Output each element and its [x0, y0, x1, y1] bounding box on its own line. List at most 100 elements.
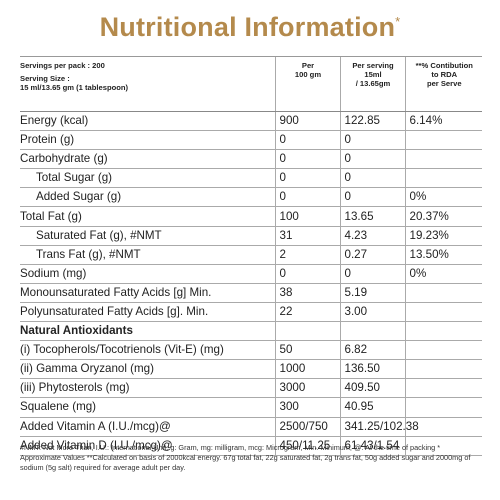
- cell: 0: [274, 168, 340, 189]
- header-line: Serving Size :: [20, 74, 70, 83]
- cell: [404, 359, 482, 380]
- cell: [404, 397, 482, 418]
- cell: 1000: [274, 359, 340, 380]
- header-line: 15ml: [364, 70, 382, 79]
- cell: [404, 168, 482, 189]
- cell: 20.37%: [404, 206, 482, 227]
- cell: 2500/750: [274, 417, 340, 437]
- cell: 38: [274, 283, 340, 303]
- cell: 0: [339, 264, 405, 284]
- cell: 40.95: [339, 397, 405, 418]
- cell: Added Vitamin A (I.U./mcg)@: [20, 417, 275, 437]
- cell: 5.19: [339, 283, 405, 303]
- cell: 100: [274, 206, 340, 227]
- header-line: Per: [301, 61, 315, 70]
- cell: 409.50: [339, 378, 405, 399]
- cell: 0: [274, 130, 340, 151]
- header-cell: Servings per pack : 200 Serving Size :15 …: [20, 56, 275, 112]
- row: Protein (g) 0 0: [20, 130, 482, 151]
- header-line: per Serve: [426, 79, 462, 88]
- cell: Natural Antioxidants: [20, 321, 275, 342]
- cell: 0: [274, 264, 340, 284]
- row: (iii) Phytosterols (mg) 3000 409.50: [20, 378, 482, 399]
- cell: 0: [339, 168, 405, 189]
- row: Trans Fat (g), #NMT 2 0.27 13.50%: [20, 245, 482, 265]
- row: Sodium (mg) 0 0 0%: [20, 264, 482, 284]
- cell: 0: [339, 130, 405, 151]
- header-cell: Per serving 15ml/ 13.65gm: [339, 56, 405, 112]
- cell: 0%: [404, 264, 482, 284]
- title: Nutritional Information*: [0, 12, 500, 43]
- cell: 900: [274, 111, 340, 132]
- header-cell: Per 100 gm: [274, 56, 340, 112]
- cell: Polyunsaturated Fatty Acids [g]. Min.: [20, 302, 275, 323]
- cell: Added Vitamin D (I.U./mcg)@: [20, 436, 275, 456]
- header-line: / 13.65gm: [355, 79, 391, 88]
- row: Monounsaturated Fatty Acids [g] Min. 38 5.…: [20, 283, 482, 303]
- cell: 0: [339, 187, 405, 208]
- header-line: Per serving: [352, 61, 394, 70]
- cell: Sodium (mg): [20, 264, 275, 284]
- cell: 0: [274, 149, 340, 170]
- cell: 6.14%: [404, 111, 482, 132]
- cell: [404, 130, 482, 151]
- cell: Added Sugar (g): [20, 187, 275, 208]
- row: Added Vitamin A (I.U./mcg)@ 2500/750 341.2…: [20, 417, 482, 437]
- row: Added Sugar (g) 0 0 0%: [20, 187, 482, 208]
- cell: [404, 436, 482, 456]
- cell: [404, 321, 482, 342]
- cell: 3000: [274, 378, 340, 399]
- header-row: Servings per pack : 200 Serving Size :15 …: [20, 56, 482, 112]
- cell: Squalene (mg): [20, 397, 275, 418]
- cell: Monounsaturated Fatty Acids [g] Min.: [20, 283, 275, 303]
- row: Saturated Fat (g), #NMT 31 4.23 19.23%: [20, 226, 482, 246]
- cell: [339, 321, 405, 342]
- cell: [404, 378, 482, 399]
- cell: 22: [274, 302, 340, 323]
- header-line: 100 gm: [294, 70, 322, 79]
- header-line: Servings per pack : 200: [20, 61, 105, 70]
- cell: [404, 149, 482, 170]
- cell: Trans Fat (g), #NMT: [20, 245, 275, 265]
- cell: 61.43/1.54: [339, 436, 405, 456]
- title-mark: *: [395, 14, 401, 29]
- row: Carbohydrate (g) 0 0: [20, 149, 482, 170]
- header-line: 15 ml/13.65 gm (1 tablespoon): [20, 83, 129, 92]
- cell: (i) Tocopherols/Tocotrienols (Vit-E) (mg…: [20, 340, 275, 361]
- cell: 2: [274, 245, 340, 265]
- cell: 3.00: [339, 302, 405, 323]
- nutrition-table: Servings per pack : 200 Serving Size :15 …: [20, 56, 482, 456]
- cell: 0%: [404, 187, 482, 208]
- footnote: #NMT: Not More Than, I.U.: International…: [20, 443, 471, 472]
- cell: 13.50%: [404, 245, 482, 265]
- cell: 4.23: [339, 226, 405, 246]
- row: Squalene (mg) 300 40.95: [20, 397, 482, 418]
- cell: 31: [274, 226, 340, 246]
- header-line: **% Contibution: [415, 61, 473, 70]
- row: Polyunsaturated Fatty Acids [g]. Min. 22 3…: [20, 302, 482, 323]
- cell: 450/11.25: [274, 436, 340, 456]
- cell: [404, 340, 482, 361]
- row: Natural Antioxidants: [20, 321, 482, 342]
- cell: (iii) Phytosterols (mg): [20, 378, 275, 399]
- cell: 0: [339, 149, 405, 170]
- header-cell: **% Contibution to RDA per Serve: [404, 56, 482, 112]
- row: (i) Tocopherols/Tocotrienols (Vit-E) (mg…: [20, 340, 482, 361]
- cell: 341.25/102.38: [339, 417, 419, 437]
- cell: 19.23%: [404, 226, 482, 246]
- cell: Total Fat (g): [20, 206, 275, 227]
- cell: [404, 283, 482, 303]
- header-line: to RDA: [431, 70, 458, 79]
- cell: [404, 417, 482, 437]
- cell: 136.50: [339, 359, 405, 380]
- row: (ii) Gamma Oryzanol (mg) 1000 136.50: [20, 359, 482, 380]
- cell: 6.82: [339, 340, 405, 361]
- cell: 0: [274, 187, 340, 208]
- row: Added Vitamin D (I.U./mcg)@ 450/11.25 61.4…: [20, 436, 482, 456]
- title-text: Nutritional Information: [99, 12, 396, 42]
- cell: 13.65: [339, 206, 405, 227]
- cell: Carbohydrate (g): [20, 149, 275, 170]
- cell: 0.27: [339, 245, 405, 265]
- row: Total Sugar (g) 0 0: [20, 168, 482, 189]
